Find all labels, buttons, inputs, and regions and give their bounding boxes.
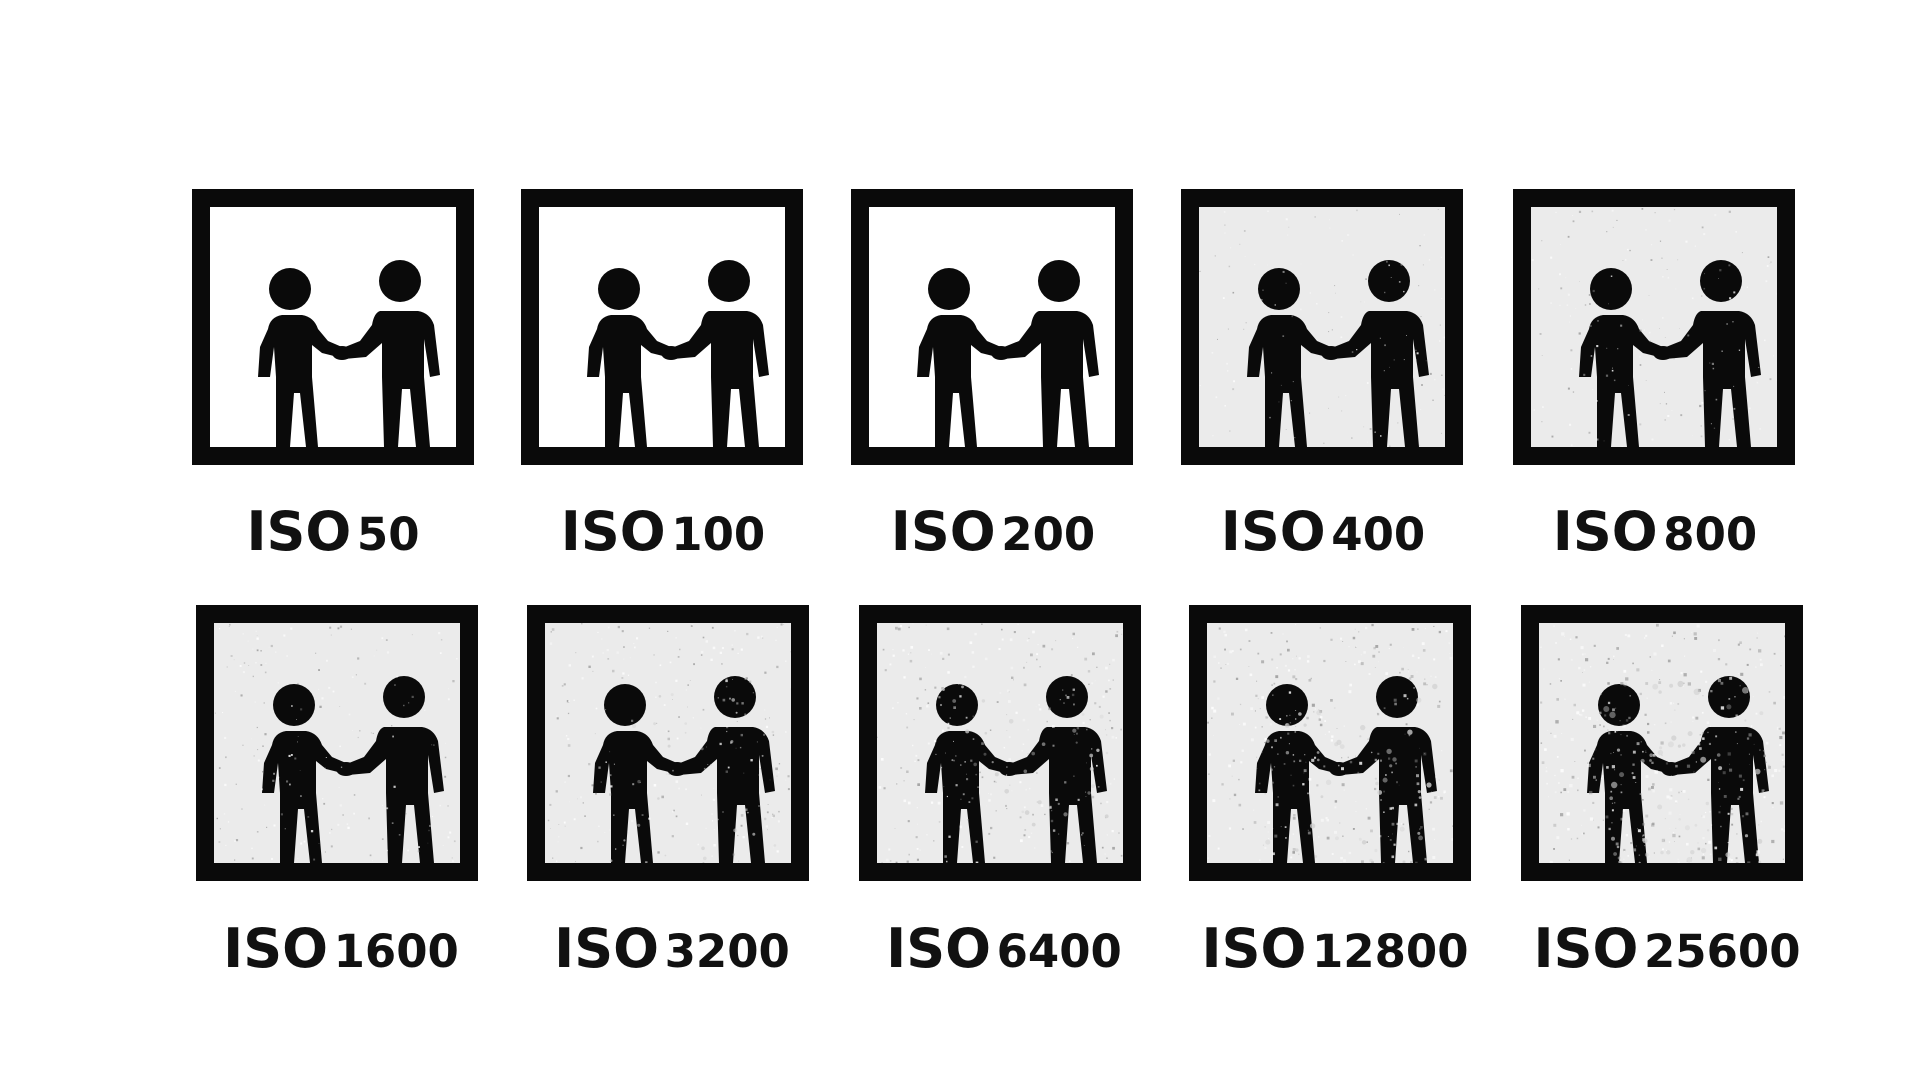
handshake-figure-icon bbox=[210, 207, 456, 447]
noise-grain bbox=[877, 623, 1123, 863]
handshake-figure-icon bbox=[877, 623, 1123, 863]
two-people-shaking-hands-icon bbox=[587, 260, 769, 447]
iso-prefix: ISO bbox=[560, 500, 666, 563]
iso-caption-12800: ISO 12800 bbox=[1185, 917, 1485, 980]
iso-value: 100 bbox=[671, 508, 766, 561]
iso-value: 200 bbox=[1001, 508, 1096, 561]
iso-panel-100 bbox=[521, 189, 803, 465]
two-people-shaking-hands-icon bbox=[1587, 676, 1769, 863]
two-people-shaking-hands-icon bbox=[1255, 676, 1437, 863]
handshake-figure-icon bbox=[1531, 207, 1777, 447]
iso-panel-3200 bbox=[527, 605, 809, 881]
iso-value: 12800 bbox=[1311, 925, 1469, 978]
iso-value: 6400 bbox=[996, 925, 1122, 978]
noise-grain bbox=[547, 623, 791, 863]
iso-caption-3200: ISO 3200 bbox=[522, 917, 822, 980]
iso-panel-50 bbox=[192, 189, 474, 465]
noise-grain bbox=[1540, 623, 1785, 863]
handshake-figure-icon bbox=[1207, 623, 1453, 863]
iso-value: 400 bbox=[1331, 508, 1426, 561]
iso-caption-100: ISO 100 bbox=[513, 500, 813, 563]
iso-panel-400 bbox=[1181, 189, 1463, 465]
iso-value: 25600 bbox=[1643, 925, 1801, 978]
iso-panel-800 bbox=[1513, 189, 1795, 465]
iso-caption-200: ISO 200 bbox=[843, 500, 1143, 563]
iso-caption-800: ISO 800 bbox=[1505, 500, 1805, 563]
two-people-shaking-hands-icon bbox=[258, 260, 440, 447]
two-people-shaking-hands-icon bbox=[1579, 260, 1761, 447]
iso-prefix: ISO bbox=[1552, 500, 1658, 563]
iso-value: 3200 bbox=[664, 925, 790, 978]
noise-grain bbox=[1531, 208, 1777, 447]
iso-prefix: ISO bbox=[246, 500, 352, 563]
noise-grain bbox=[1199, 209, 1445, 447]
noise-grain bbox=[1207, 623, 1453, 863]
iso-caption-25600: ISO 25600 bbox=[1517, 917, 1817, 980]
iso-panel-12800 bbox=[1189, 605, 1471, 881]
iso-caption-400: ISO 400 bbox=[1173, 500, 1473, 563]
handshake-figure-icon bbox=[1199, 207, 1445, 447]
iso-value: 800 bbox=[1663, 508, 1758, 561]
noise-grain bbox=[214, 623, 458, 863]
iso-value: 50 bbox=[356, 508, 420, 561]
iso-panel-200 bbox=[851, 189, 1133, 465]
iso-prefix: ISO bbox=[554, 917, 660, 980]
iso-prefix: ISO bbox=[886, 917, 992, 980]
iso-panel-1600 bbox=[196, 605, 478, 881]
handshake-figure-icon bbox=[214, 623, 460, 863]
two-people-shaking-hands-icon bbox=[917, 260, 1099, 447]
iso-prefix: ISO bbox=[1533, 917, 1639, 980]
iso-caption-6400: ISO 6400 bbox=[854, 917, 1154, 980]
iso-prefix: ISO bbox=[890, 500, 996, 563]
iso-caption-50: ISO 50 bbox=[183, 500, 483, 563]
iso-prefix: ISO bbox=[1220, 500, 1326, 563]
handshake-figure-icon bbox=[869, 207, 1115, 447]
handshake-figure-icon bbox=[1539, 623, 1785, 863]
iso-prefix: ISO bbox=[223, 917, 329, 980]
handshake-figure-icon bbox=[545, 623, 791, 863]
handshake-figure-icon bbox=[539, 207, 785, 447]
iso-caption-1600: ISO 1600 bbox=[191, 917, 491, 980]
two-people-shaking-hands-icon bbox=[262, 676, 444, 863]
iso-panel-25600 bbox=[1521, 605, 1803, 881]
iso-value: 1600 bbox=[333, 925, 459, 978]
two-people-shaking-hands-icon bbox=[925, 676, 1107, 863]
iso-panel-6400 bbox=[859, 605, 1141, 881]
two-people-shaking-hands-icon bbox=[1247, 260, 1429, 447]
iso-prefix: ISO bbox=[1201, 917, 1307, 980]
